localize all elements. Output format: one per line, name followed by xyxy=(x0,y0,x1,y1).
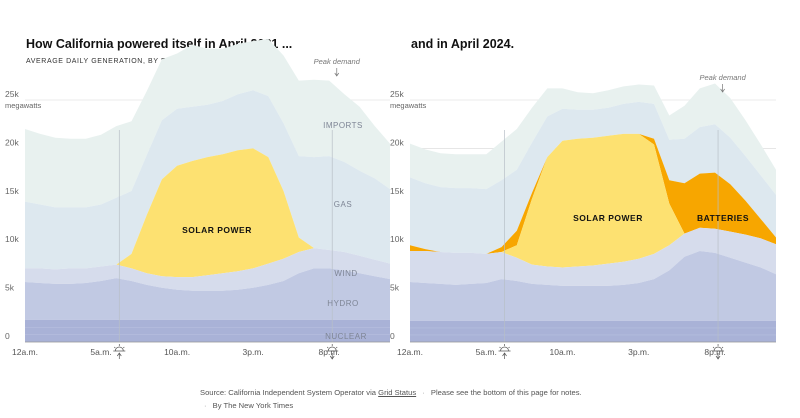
sunrise-icon xyxy=(498,344,511,352)
chart-subtitle: AVERAGE DAILY GENERATION, BY FUEL TYPE xyxy=(26,58,205,65)
chart-right-title: and in April 2024. xyxy=(411,37,515,51)
area-wind xyxy=(410,227,776,286)
area-imports xyxy=(25,39,390,208)
y-tick-label: 20k xyxy=(390,137,404,147)
x-tick-label: 8p.m. xyxy=(704,347,725,357)
area-imports xyxy=(410,83,776,195)
source-prefix: Source: California Independent System Op… xyxy=(200,388,377,397)
y-tick-label: 10k xyxy=(5,234,19,244)
separator-dot: · xyxy=(204,401,207,410)
x-tick-label: 3p.m. xyxy=(628,347,649,357)
area-wind xyxy=(25,248,390,291)
x-tick-label: 8p.m. xyxy=(319,347,340,357)
series-label-nuclear: NUCLEAR xyxy=(325,332,367,341)
series-label-imports: IMPORTS xyxy=(323,121,363,130)
y-tick-label: 5k xyxy=(390,283,400,293)
y-tick-label: 15k xyxy=(5,186,19,196)
area-hydro xyxy=(25,268,390,320)
separator-dot: · xyxy=(422,388,425,397)
peak-demand-arrow-icon xyxy=(720,84,725,93)
peak-demand-label: Peak demand xyxy=(699,73,746,82)
y-unit-label: megawatts xyxy=(5,101,42,110)
y-tick-label: 15k xyxy=(390,186,404,196)
grid-status-link[interactable]: Grid Status xyxy=(378,388,417,397)
y-tick-label: 5k xyxy=(5,283,15,293)
y-tick-label: 10k xyxy=(390,234,404,244)
y-tick-label: 25k xyxy=(5,89,19,99)
chart-left-title: How California powered itself in April 2… xyxy=(26,37,293,51)
series-label-batteries: BATTERIES xyxy=(697,213,749,223)
series-label-solar-power: SOLAR POWER xyxy=(182,225,252,235)
x-tick-label: 12a.m. xyxy=(12,347,38,357)
peak-demand-label: Peak demand xyxy=(314,57,361,66)
series-label-gas: GAS xyxy=(334,200,352,209)
notes-text: Please see the bottom of this page for n… xyxy=(430,388,582,397)
y-tick-label: 20k xyxy=(5,137,19,147)
series-label-hydro: HYDRO xyxy=(327,299,358,308)
area-batteries xyxy=(410,133,776,254)
y-tick-label: 25k xyxy=(390,89,404,99)
sunrise-icon xyxy=(113,344,126,352)
x-tick-label: 12a.m. xyxy=(397,347,423,357)
area-solar-power xyxy=(410,133,776,268)
area-nuclear xyxy=(410,320,776,342)
sun-arrow-icon xyxy=(117,352,122,359)
sunset-icon xyxy=(326,344,339,352)
series-label-wind: WIND xyxy=(334,269,357,278)
source-note: Source: California Independent System Op… xyxy=(200,386,590,412)
x-tick-label: 10a.m. xyxy=(164,347,190,357)
y-tick-label: 0 xyxy=(5,331,10,341)
x-tick-label: 5a.m. xyxy=(476,347,497,357)
area-hydro xyxy=(410,251,776,321)
byline: By The New York Times xyxy=(212,401,294,410)
y-tick-label: 0 xyxy=(390,331,395,341)
x-tick-label: 3p.m. xyxy=(242,347,263,357)
area-solar-power xyxy=(25,148,390,278)
sun-arrow-icon xyxy=(502,352,507,359)
x-tick-label: 10a.m. xyxy=(550,347,576,357)
chart-panel-2: 0 5k 10k 15k 20k 25k megawatts 12a.m. 5a.m. 10a.m… xyxy=(390,73,776,360)
sunset-icon xyxy=(712,344,725,352)
y-unit-label: megawatts xyxy=(390,101,427,110)
sun-arrow-icon xyxy=(329,353,335,360)
area-gas xyxy=(410,101,776,254)
area-nuclear xyxy=(25,319,390,342)
area-gas xyxy=(25,90,390,270)
peak-demand-arrow-icon xyxy=(334,68,340,77)
x-tick-label: 5a.m. xyxy=(90,347,111,357)
chart-panel-1: 0 5k 10k 15k 20k 25k megawatts 12a.m. 5a.m. 10a.m… xyxy=(5,39,390,360)
series-label-solar-power: SOLAR POWER xyxy=(573,213,643,223)
sun-arrow-icon xyxy=(715,353,721,360)
